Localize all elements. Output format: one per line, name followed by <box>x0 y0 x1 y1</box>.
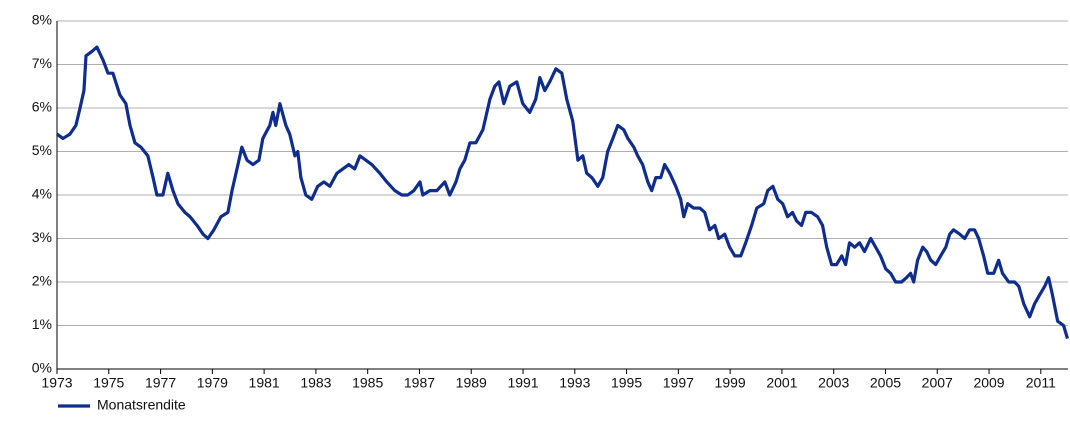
x-tick-label: 2005 <box>870 375 901 391</box>
x-tick-label: 1979 <box>197 375 228 391</box>
x-tick-label: 1975 <box>93 375 124 391</box>
x-tick-label: 1987 <box>404 375 435 391</box>
y-tick-label: 4% <box>32 186 52 202</box>
y-tick-label: 3% <box>32 229 52 245</box>
x-tick-label: 2011 <box>1026 375 1056 391</box>
x-tick-label: 1985 <box>352 375 383 391</box>
y-tick-label: 8% <box>32 12 52 28</box>
x-tick-label: 2001 <box>766 375 797 391</box>
x-tick-label: 2003 <box>818 375 849 391</box>
y-tick-label: 2% <box>32 273 52 289</box>
x-tick-label: 1973 <box>41 375 72 391</box>
x-tick-label: 1977 <box>145 375 176 391</box>
x-tick-label: 1999 <box>715 375 746 391</box>
x-tick-label: 1995 <box>611 375 642 391</box>
x-tick-label: 2009 <box>973 375 1004 391</box>
x-tick-label: 1989 <box>456 375 487 391</box>
x-tick-label: 1983 <box>300 375 331 391</box>
x-tick-label: 1991 <box>507 375 538 391</box>
x-tick-label: 2007 <box>922 375 953 391</box>
x-tick-label: 1997 <box>663 375 694 391</box>
x-tick-label: 1993 <box>559 375 590 391</box>
legend-label: Monatsrendite <box>97 397 186 413</box>
y-tick-label: 6% <box>32 99 52 115</box>
x-tick-label: 1981 <box>249 375 280 391</box>
data-line <box>56 45 1070 340</box>
y-tick-label: 1% <box>32 316 52 332</box>
y-tick-label: 5% <box>32 142 52 158</box>
y-tick-label: 7% <box>32 55 52 71</box>
y-tick-label: 0% <box>32 360 52 376</box>
